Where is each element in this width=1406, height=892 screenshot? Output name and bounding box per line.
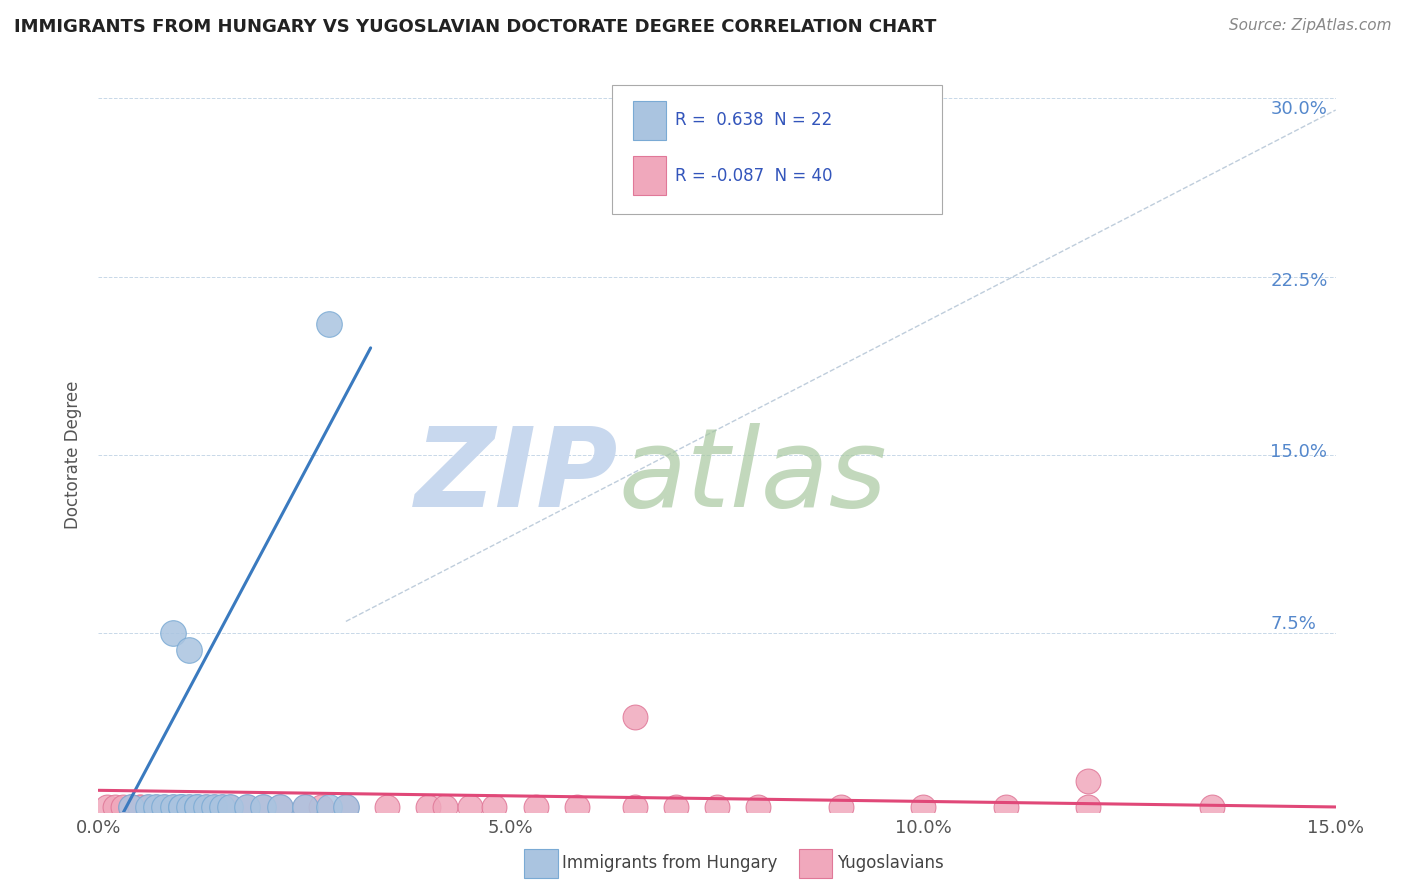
Point bbox=[456, 782, 478, 797]
Point bbox=[1036, 757, 1059, 772]
Text: Immigrants from Hungary: Immigrants from Hungary bbox=[562, 855, 778, 872]
Point bbox=[513, 782, 536, 797]
Point bbox=[382, 782, 405, 797]
Point bbox=[201, 782, 224, 797]
Point bbox=[208, 782, 231, 797]
Point bbox=[179, 782, 201, 797]
Point bbox=[274, 782, 297, 797]
Point bbox=[252, 782, 274, 797]
Point bbox=[309, 782, 332, 797]
Point bbox=[259, 782, 281, 797]
Point bbox=[172, 782, 194, 797]
Point bbox=[208, 782, 231, 797]
Point bbox=[252, 782, 274, 797]
Point bbox=[818, 782, 841, 797]
Point bbox=[231, 782, 253, 797]
Text: atlas: atlas bbox=[633, 417, 903, 524]
Point bbox=[891, 782, 914, 797]
Point bbox=[266, 782, 288, 797]
Point bbox=[259, 782, 281, 797]
Point bbox=[382, 782, 405, 797]
Point bbox=[266, 782, 288, 797]
Point bbox=[215, 782, 238, 797]
Point bbox=[281, 782, 304, 797]
Point bbox=[245, 782, 267, 797]
Point bbox=[295, 782, 318, 797]
Point bbox=[281, 782, 304, 797]
Point bbox=[1146, 782, 1168, 797]
Point bbox=[238, 782, 260, 797]
Point bbox=[346, 782, 368, 797]
Point bbox=[550, 782, 572, 797]
Point bbox=[245, 782, 267, 797]
Point bbox=[274, 782, 297, 797]
Point bbox=[186, 782, 209, 797]
Point bbox=[231, 615, 253, 630]
Point bbox=[419, 782, 441, 797]
Point bbox=[368, 782, 391, 797]
Point bbox=[368, 318, 391, 332]
Point bbox=[201, 782, 224, 797]
Text: ZIP: ZIP bbox=[430, 417, 633, 524]
Point bbox=[245, 631, 267, 645]
Point bbox=[360, 782, 382, 797]
Text: IMMIGRANTS FROM HUNGARY VS YUGOSLAVIAN DOCTORATE DEGREE CORRELATION CHART: IMMIGRANTS FROM HUNGARY VS YUGOSLAVIAN D… bbox=[14, 18, 936, 36]
Y-axis label: Doctorate Degree: Doctorate Degree bbox=[65, 376, 83, 524]
Point bbox=[194, 782, 217, 797]
Point bbox=[238, 782, 260, 797]
Text: Source: ZipAtlas.com: Source: ZipAtlas.com bbox=[1229, 18, 1392, 33]
Point bbox=[963, 782, 986, 797]
Point bbox=[222, 782, 245, 797]
Point bbox=[309, 782, 332, 797]
Point bbox=[238, 782, 260, 797]
Point bbox=[1036, 782, 1059, 797]
Point bbox=[710, 782, 733, 797]
Point bbox=[325, 782, 347, 797]
Point bbox=[325, 782, 347, 797]
Point bbox=[295, 782, 318, 797]
Point bbox=[194, 782, 217, 797]
Point bbox=[637, 695, 659, 709]
Point bbox=[222, 782, 245, 797]
Point bbox=[470, 782, 492, 797]
Point bbox=[252, 782, 274, 797]
Point bbox=[231, 782, 253, 797]
Text: R = -0.087  N = 40: R = -0.087 N = 40 bbox=[675, 167, 832, 185]
Point bbox=[194, 782, 217, 797]
Point bbox=[586, 782, 609, 797]
Point bbox=[637, 782, 659, 797]
Point bbox=[215, 782, 238, 797]
Text: Yugoslavians: Yugoslavians bbox=[837, 855, 943, 872]
Point bbox=[745, 782, 768, 797]
Text: R =  0.638  N = 22: R = 0.638 N = 22 bbox=[675, 112, 832, 129]
Point bbox=[673, 782, 696, 797]
Point bbox=[346, 782, 368, 797]
Point bbox=[492, 782, 515, 797]
